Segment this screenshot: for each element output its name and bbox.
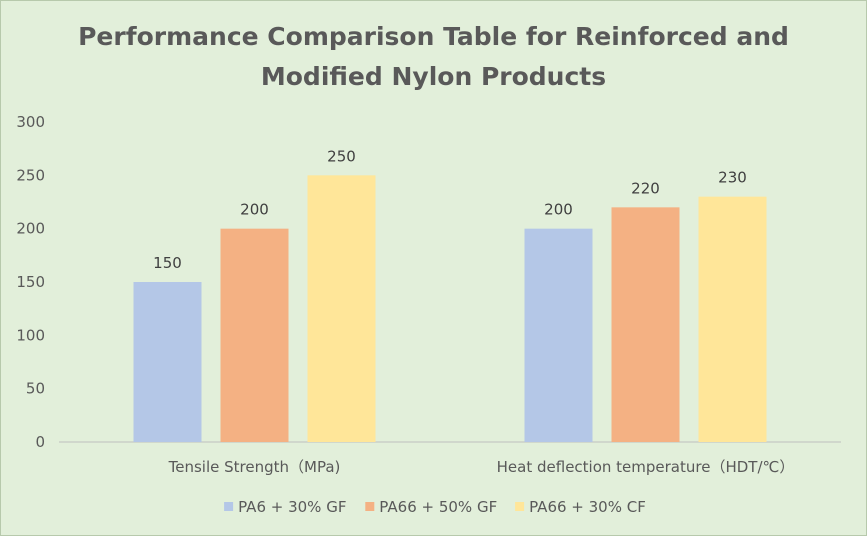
y-tick-label: 150 — [16, 273, 45, 291]
legend-swatch — [515, 502, 525, 511]
chart-title: Performance Comparison Table for Reinfor… — [1, 17, 866, 97]
x-tick-label: Heat deflection temperature（HDT/℃） — [497, 458, 795, 476]
data-label: 230 — [718, 169, 747, 187]
legend-label: PA66 + 50% GF — [379, 498, 497, 516]
bar — [611, 207, 680, 442]
bar — [220, 228, 289, 442]
bar — [307, 175, 376, 443]
data-label: 250 — [327, 147, 356, 165]
y-tick-label: 200 — [16, 220, 45, 238]
x-tick-label: Tensile Strength（MPa) — [168, 458, 341, 476]
bar — [133, 282, 202, 442]
legend-swatch — [365, 502, 375, 511]
y-tick-label: 50 — [26, 380, 45, 398]
y-tick-label: 100 — [16, 326, 45, 344]
legend-swatch — [224, 502, 234, 511]
y-tick-label: 250 — [16, 166, 45, 184]
y-tick-label: 300 — [16, 113, 45, 131]
data-label: 150 — [153, 254, 182, 272]
data-label: 220 — [631, 179, 660, 197]
data-label: 200 — [544, 201, 573, 219]
chart-title-line2: Modified Nylon Products — [260, 62, 607, 91]
bar — [524, 228, 593, 442]
chart-title-line1: Performance Comparison Table for Reinfor… — [78, 22, 789, 51]
data-label: 200 — [240, 201, 269, 219]
legend-label: PA66 + 30% CF — [529, 498, 646, 516]
legend-label: PA6 + 30% GF — [238, 498, 346, 516]
y-tick-label: 0 — [35, 433, 45, 451]
bar — [698, 196, 767, 442]
